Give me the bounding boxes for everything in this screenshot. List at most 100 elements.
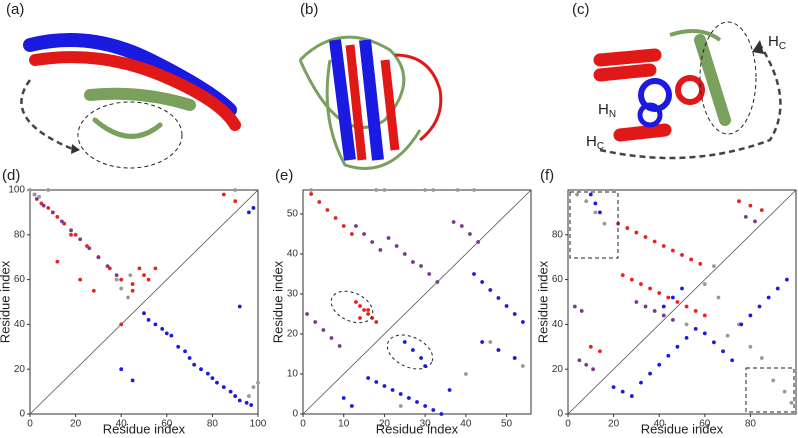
contact-point [187,356,192,360]
contact-point [96,255,101,260]
contact-point [233,394,238,398]
contact-point [661,244,666,248]
contact-point [784,277,789,282]
contact-point [354,300,358,304]
contact-point [419,264,423,268]
contact-point [680,253,684,257]
contact-point [698,262,703,266]
x-tick-label: 20 [379,419,391,430]
contact-point [463,372,468,376]
contact-point [789,400,794,405]
y-tick-label: 20 [14,364,26,375]
contact-point [652,309,657,313]
contact-point [50,210,55,215]
contact-point [639,380,643,385]
contact-point [520,364,525,368]
y-axis-label: Residue index [0,260,12,343]
contact-point [406,396,411,400]
contact-point [661,313,666,318]
contact-point [146,277,151,282]
contact-point [46,206,51,210]
contact-point [237,304,242,309]
contact-point [639,282,643,286]
contact-point [775,286,780,291]
contact-point [325,208,330,212]
contact-point [753,219,757,224]
contact-point [246,394,251,398]
contact-point [577,358,582,363]
contact-point [374,320,379,324]
contact-point [620,273,625,278]
y-tick-label: 20 [552,364,564,375]
contact-point [69,228,73,233]
contact-point [366,308,371,312]
contact-point [411,260,415,264]
contact-point [748,344,753,349]
contact-point [680,286,684,291]
x-tick-label: 50 [501,419,513,430]
contact-point [693,309,698,313]
contact-point [771,378,776,383]
contact-point [423,404,428,408]
contact-point [684,335,689,340]
y-tick-label: 0 [19,409,25,420]
contact-point [716,295,721,300]
contact-point [575,192,580,197]
contact-point [305,312,309,316]
contact-point [712,340,716,345]
contact-point [130,282,135,286]
contact-point [119,322,124,327]
contact-point [321,328,326,332]
y-tick-label: 60 [552,274,564,285]
contact-point [447,388,452,392]
contact-point [317,200,322,204]
diagonal [567,189,797,415]
annotation-text: H [586,133,597,150]
contact-point [504,304,509,308]
contact-point [730,358,735,363]
contact-point [411,348,415,352]
y-tick-label: 50 [287,209,299,220]
contact-point [512,312,517,316]
contact-point [160,326,165,331]
contact-point [648,286,652,291]
x-tick-label: 0 [27,419,33,430]
contact-point [415,400,419,404]
panel-label: (c) [572,1,590,18]
contact-point [643,235,648,239]
highlight-box [569,191,619,259]
contact-point [382,188,387,192]
y-tick-label: 30 [287,289,299,300]
contact-point [782,389,787,394]
contact-point [126,295,130,300]
contact-point [362,308,366,312]
highlight-ellipse [330,290,374,324]
contact-point [192,362,197,367]
contact-point [60,219,64,224]
contact-point [205,371,210,376]
contact-point [146,318,151,322]
y-axis-label: Residue index [535,260,550,343]
contact-point [737,199,741,204]
contact-point [349,404,354,408]
contact-point [215,380,219,385]
contact-point [69,232,73,237]
contact-point [459,224,464,228]
annotation-text: H [598,101,609,118]
contact-point [689,257,694,262]
contact-point [598,210,602,215]
contact-point [512,356,517,360]
contact-point [402,340,407,344]
contact-point [313,320,318,324]
x-axis-label: Residue index [103,421,186,436]
x-tick-label: 40 [116,419,128,430]
contact-point [386,236,391,240]
contact-point [153,322,158,327]
x-tick-label: 0 [565,419,571,430]
contact-point [55,259,60,264]
contact-point [675,300,680,304]
contact-point [748,203,753,208]
contact-point [670,318,675,322]
contact-point [721,349,725,354]
